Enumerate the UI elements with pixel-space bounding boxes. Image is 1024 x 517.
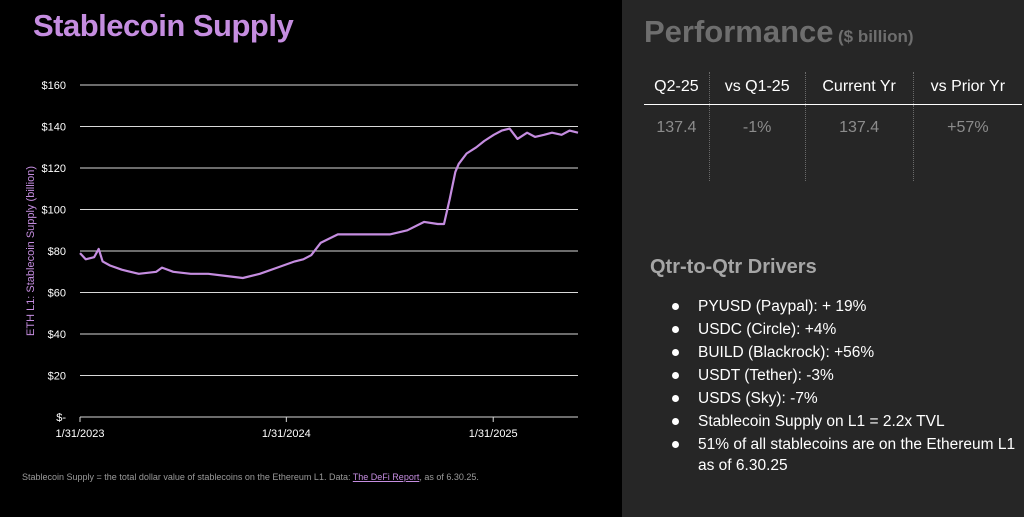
driver-text: USDC (Circle): +4% xyxy=(698,321,837,338)
x-tick-label: 1/31/2024 xyxy=(262,428,311,440)
x-tick-label: 1/31/2023 xyxy=(56,428,105,440)
y-tick-label: $80 xyxy=(48,246,66,258)
y-tick-label: $- xyxy=(56,412,66,424)
driver-item: 51% of all stablecoins are on the Ethere… xyxy=(672,434,1017,476)
performance-panel: Performance ($ billion) Q2-25 vs Q1-25 C… xyxy=(622,0,1024,517)
x-tick-label: 1/31/2025 xyxy=(469,428,518,440)
performance-unit: ($ billion) xyxy=(837,27,914,46)
header-vs-prior-yr: vs Prior Yr xyxy=(912,72,1022,105)
value-current-yr: 137.4 xyxy=(804,104,914,181)
footnote-text: Stablecoin Supply = the total dollar val… xyxy=(22,472,353,482)
performance-table: Q2-25 vs Q1-25 Current Yr vs Prior Yr 13… xyxy=(644,72,1022,181)
driver-text: USDT (Tether): -3% xyxy=(698,367,834,384)
drivers-list: PYUSD (Paypal): + 19% USDC (Circle): +4%… xyxy=(672,296,1017,478)
value-vs-q1-25: -1% xyxy=(708,104,806,181)
value-q2-25: 137.4 xyxy=(656,119,697,136)
bullet-icon xyxy=(672,395,679,402)
value-vs-prior-yr: +57% xyxy=(912,104,1022,181)
driver-item: USDT (Tether): -3% xyxy=(672,365,1017,386)
header-current-yr: Current Yr xyxy=(804,72,914,105)
defi-report-link[interactable]: The DeFi Report xyxy=(352,472,420,482)
driver-text: 51% of all stablecoins are on the Ethere… xyxy=(698,436,1016,474)
drivers-title: Qtr-to-Qtr Drivers xyxy=(650,256,817,278)
driver-item: BUILD (Blackrock): +56% xyxy=(672,342,1017,363)
bullet-icon xyxy=(672,303,679,310)
driver-item: USDC (Circle): +4% xyxy=(672,319,1017,340)
bullet-icon xyxy=(672,418,679,425)
driver-text: USDS (Sky): -7% xyxy=(698,390,818,407)
y-tick-label: $20 xyxy=(48,371,66,383)
driver-text: BUILD (Blackrock): +56% xyxy=(698,344,875,361)
y-tick-label: $100 xyxy=(42,205,66,217)
chart-panel: Stablecoin Supply $- $20 $40 $60 $80 $100 $120… xyxy=(22,8,579,482)
performance-value-row: 137.4 -1% 137.4 +57% xyxy=(644,104,1022,181)
performance-header-row: Q2-25 vs Q1-25 Current Yr vs Prior Yr xyxy=(644,72,1022,105)
y-tick-label: $60 xyxy=(48,288,66,300)
bullet-icon xyxy=(672,441,679,448)
y-tick-label: $160 xyxy=(42,80,66,92)
driver-item: Stablecoin Supply on L1 = 2.2x TVL xyxy=(672,411,1017,432)
driver-item: PYUSD (Paypal): + 19% xyxy=(672,296,1017,317)
bullet-icon xyxy=(672,349,679,356)
stablecoin-supply-chart: $- $20 $40 $60 $80 $100 $120 $140 $160 1/31/2023 1… xyxy=(25,80,579,440)
header-vs-q1-25: vs Q1-25 xyxy=(708,72,806,105)
bullet-icon xyxy=(672,326,679,333)
bullet-icon xyxy=(672,372,679,379)
footnote-suffix: , as of 6.30.25. xyxy=(419,472,479,482)
driver-text: PYUSD (Paypal): + 19% xyxy=(698,298,867,315)
y-axis-label: ETH L1: Stablecoin Supply (billion) xyxy=(25,166,37,336)
supply-series-line xyxy=(79,127,579,280)
performance-title: Performance xyxy=(644,14,834,49)
y-tick-label: $40 xyxy=(48,329,66,341)
y-tick-label: $120 xyxy=(42,163,66,175)
performance-heading: Performance ($ billion) xyxy=(644,14,914,50)
header-q2-25: Q2-25 xyxy=(644,72,710,105)
driver-item: USDS (Sky): -7% xyxy=(672,388,1017,409)
y-tick-label: $140 xyxy=(42,122,66,134)
footnote: Stablecoin Supply = the total dollar val… xyxy=(22,472,479,482)
driver-text: Stablecoin Supply on L1 = 2.2x TVL xyxy=(698,413,945,430)
chart-title: Stablecoin Supply xyxy=(33,8,294,43)
